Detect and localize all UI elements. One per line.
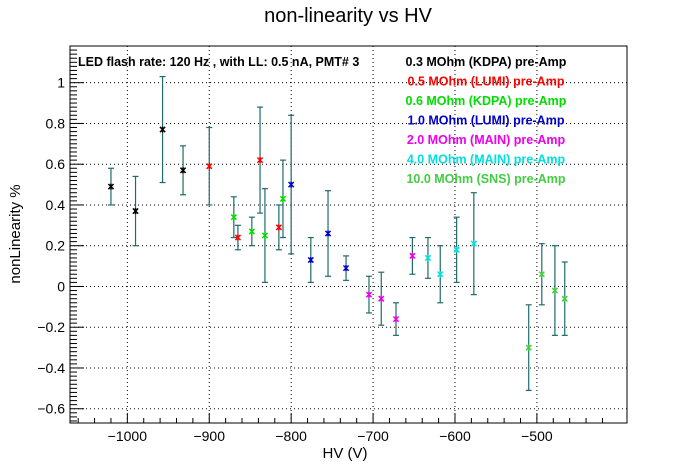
legend-entry: 1.0 MOhm (LUMI) pre-Amp xyxy=(408,114,565,128)
x-tick-label: −600 xyxy=(439,428,471,444)
y-tick-label: −0.6 xyxy=(37,401,65,417)
y-tick-label: 0.6 xyxy=(46,156,66,172)
x-tick-label: −500 xyxy=(521,428,553,444)
data-point xyxy=(307,256,314,264)
data-point xyxy=(248,228,255,235)
x-tick-label: −800 xyxy=(275,428,307,444)
y-axis: −0.6 −0.4 −0.2 0 0.2 0.4 0.6 0.8 1 xyxy=(37,45,84,422)
data-point xyxy=(409,252,416,260)
x-axis-label: HV (V) xyxy=(323,445,368,462)
legend-entry: 2.0 MOhm (MAIN) pre-Amp xyxy=(407,133,566,147)
data-point xyxy=(279,195,287,202)
y-tick-label: −0.2 xyxy=(37,319,65,335)
x-tick-label: −700 xyxy=(357,428,389,444)
legend-entry: 10.0 MOhm (SNS) pre-Amp xyxy=(406,172,565,186)
data-point xyxy=(256,156,264,164)
data-point xyxy=(378,295,385,302)
data-point xyxy=(206,163,213,170)
y-tick-label: 0.2 xyxy=(46,238,66,254)
data-point xyxy=(230,214,237,221)
legend: 0.3 MOhm (KDPA) pre-Amp 0.5 MOhm (LUMI) p… xyxy=(406,55,567,186)
x-tick-label: −900 xyxy=(193,428,225,444)
y-tick-label: 1 xyxy=(57,75,65,91)
y-tick-label: 0.4 xyxy=(46,197,66,213)
legend-entry: 0.6 MOhm (KDPA) pre-Amp xyxy=(406,94,567,108)
plot-frame xyxy=(69,45,628,424)
x-axis: −1000 −900 −800 −700 −600 −500 xyxy=(77,413,603,444)
data-point xyxy=(453,246,460,253)
chart-annotation: LED flash rate: 120 Hz , with LL: 0.5 nA… xyxy=(78,55,359,69)
data-point xyxy=(159,126,166,133)
data-point xyxy=(261,232,269,239)
chart-title: non-linearity vs HV xyxy=(264,5,433,27)
data-point xyxy=(107,183,115,190)
data-point xyxy=(324,230,332,237)
data-point xyxy=(275,224,283,231)
data-point xyxy=(179,167,187,174)
data-point xyxy=(470,240,477,247)
data-point xyxy=(365,291,373,298)
data-point xyxy=(234,234,242,241)
x-tick-label: −1000 xyxy=(108,428,148,444)
legend-entry: 4.0 MOhm (MAIN) pre-Amp xyxy=(407,153,566,167)
y-tick-label: −0.4 xyxy=(37,360,65,376)
y-tick-label: 0.8 xyxy=(46,115,66,131)
data-point xyxy=(392,315,400,323)
data-point xyxy=(561,295,568,302)
data-points xyxy=(107,126,568,351)
data-point xyxy=(551,287,559,294)
data-point xyxy=(525,344,532,351)
legend-entry: 0.3 MOhm (KDPA) pre-Amp xyxy=(406,55,567,69)
data-point xyxy=(288,181,295,188)
y-tick-label: 0 xyxy=(57,278,65,294)
data-point xyxy=(342,264,350,272)
data-point xyxy=(132,207,139,215)
legend-entry: 0.5 MOhm (LUMI) pre-Amp xyxy=(408,75,565,89)
data-point xyxy=(437,271,444,278)
data-point xyxy=(538,271,545,278)
data-point xyxy=(424,254,432,262)
y-axis-label: nonLinearity % xyxy=(7,184,24,283)
